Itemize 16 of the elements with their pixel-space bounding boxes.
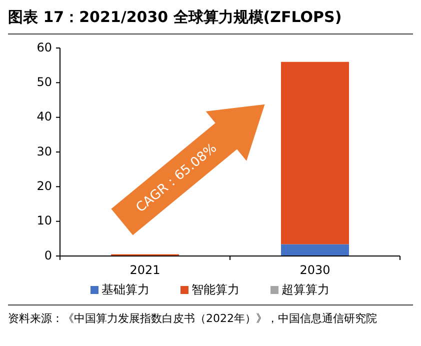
text: 资料来源：《中国算力发展指数白皮书（2022年）》，中国信息通信研究院 xyxy=(8,312,377,325)
legend-label: 超算算力 xyxy=(282,282,330,296)
y-tick-label: 30 xyxy=(36,144,52,158)
y-tick-label: 0 xyxy=(44,248,52,262)
bar xyxy=(281,62,349,244)
y-tick-label: 60 xyxy=(36,40,52,54)
chart-title: 图表 17：2021/2030 全球算力规模(ZFLOPS) xyxy=(8,8,342,26)
y-tick-label: 10 xyxy=(36,214,52,228)
x-tick-label: 2030 xyxy=(300,263,330,277)
y-tick-label: 20 xyxy=(36,178,52,193)
x-tick-label: 2021 xyxy=(130,263,160,277)
y-tick-label: 40 xyxy=(36,110,52,124)
bar xyxy=(281,244,349,256)
legend-label: 智能算力 xyxy=(192,282,240,296)
legend-label: 基础算力 xyxy=(102,282,150,296)
y-tick-label: 50 xyxy=(36,74,52,89)
